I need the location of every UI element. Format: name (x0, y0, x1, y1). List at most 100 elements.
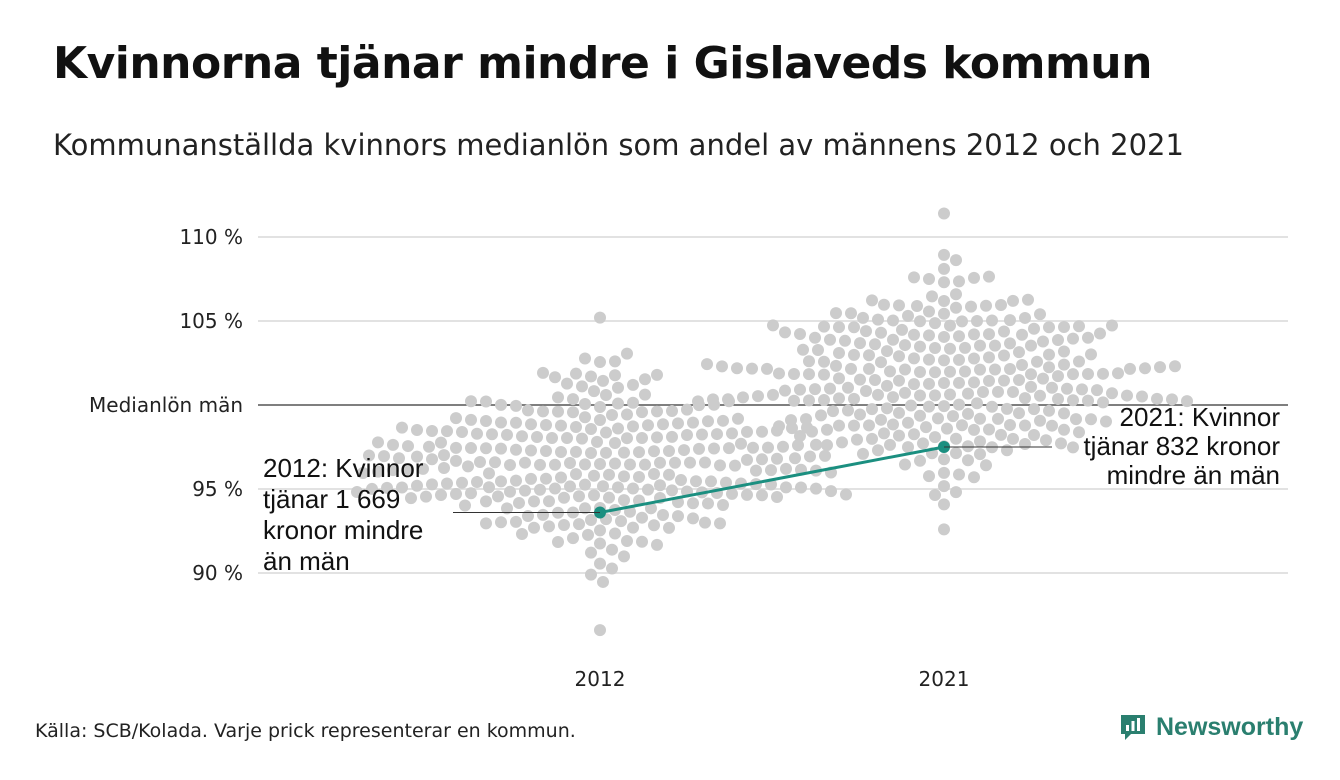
data-dot (780, 462, 792, 475)
reference-line-label: Medianlön män (89, 393, 243, 417)
data-dot (962, 407, 974, 420)
data-dot (810, 482, 822, 495)
data-dot (932, 412, 944, 425)
data-dot (854, 337, 866, 350)
data-dot (552, 405, 564, 418)
data-dot (983, 374, 995, 387)
data-dot (974, 412, 986, 425)
data-dot (737, 391, 749, 404)
data-dot (627, 378, 639, 391)
data-dot (486, 428, 498, 441)
data-dot (851, 433, 863, 446)
data-dot (684, 456, 696, 469)
data-dot (606, 562, 618, 575)
data-dot (803, 394, 815, 407)
data-dot (642, 419, 654, 432)
data-dot (675, 474, 687, 487)
data-dot (1058, 358, 1070, 371)
data-dot (483, 481, 495, 494)
data-dot (956, 315, 968, 328)
data-dot (435, 436, 447, 449)
data-dot (1019, 437, 1031, 450)
data-dot (1154, 361, 1166, 374)
data-dot (825, 485, 837, 498)
data-dot (648, 519, 660, 532)
data-dot (771, 490, 783, 503)
data-dot (1073, 355, 1085, 368)
x-tick-label: 2021 (919, 667, 970, 691)
data-dot (1058, 423, 1070, 436)
data-dot (510, 416, 522, 429)
annotations: 2012: Kvinnor tjänar 1 669 kronor mindre än… (263, 402, 1280, 576)
data-dot (450, 454, 462, 467)
data-dot (1139, 362, 1151, 375)
data-dot (372, 465, 384, 478)
data-dot (711, 428, 723, 441)
data-dot (995, 298, 1007, 311)
data-dot (971, 315, 983, 328)
data-dot (962, 440, 974, 453)
data-dot (543, 520, 555, 533)
data-dot (840, 488, 852, 501)
data-dot (723, 442, 735, 455)
data-dot (800, 413, 812, 426)
data-dot (501, 502, 513, 515)
data-dot (600, 446, 612, 459)
data-dot (1001, 402, 1013, 415)
data-dot (827, 405, 839, 418)
data-dot (692, 395, 704, 408)
highlight-series (594, 441, 950, 519)
data-dot (992, 412, 1004, 425)
data-dot (899, 339, 911, 352)
data-dot (953, 275, 965, 288)
data-dot (525, 472, 537, 485)
data-dot (938, 307, 950, 320)
data-dot (537, 366, 549, 379)
data-dot (609, 527, 621, 540)
data-dot (893, 299, 905, 312)
data-dot (549, 458, 561, 471)
data-dot (875, 413, 887, 426)
data-dot (567, 406, 579, 419)
data-dot (818, 355, 830, 368)
data-dot (522, 404, 534, 417)
data-dot (531, 431, 543, 444)
data-dot (722, 393, 734, 406)
data-dot (857, 447, 869, 460)
data-dot (1013, 407, 1025, 420)
data-dot (789, 452, 801, 465)
data-dot (908, 378, 920, 391)
data-dot (726, 487, 738, 500)
data-dot (1046, 419, 1058, 432)
data-dot (525, 418, 537, 431)
data-dot (938, 276, 950, 289)
data-dot (552, 391, 564, 404)
data-dot (651, 538, 663, 551)
data-dot (944, 365, 956, 378)
data-dot (953, 353, 965, 366)
data-dot (411, 424, 423, 437)
data-dot (959, 341, 971, 354)
data-dot (1106, 387, 1118, 400)
data-dot (540, 419, 552, 432)
data-dot (594, 414, 606, 427)
data-dot (893, 374, 905, 387)
data-dot (974, 435, 986, 448)
data-dot (1121, 389, 1133, 402)
data-dot (1004, 314, 1016, 327)
annotation-line: tjänar 1 669 (263, 484, 400, 514)
data-dot (914, 340, 926, 353)
data-dot (648, 445, 660, 458)
data-dot (923, 329, 935, 342)
data-dot (627, 420, 639, 433)
data-dot (762, 441, 774, 454)
data-dot (456, 476, 468, 489)
data-dot (387, 438, 399, 451)
data-dot (516, 527, 528, 540)
data-dot (1046, 381, 1058, 394)
data-dot (902, 309, 914, 322)
data-dot (1031, 355, 1043, 368)
data-dot (941, 422, 953, 435)
data-dot (513, 496, 525, 509)
brand-name: Newsworthy (1156, 712, 1304, 741)
